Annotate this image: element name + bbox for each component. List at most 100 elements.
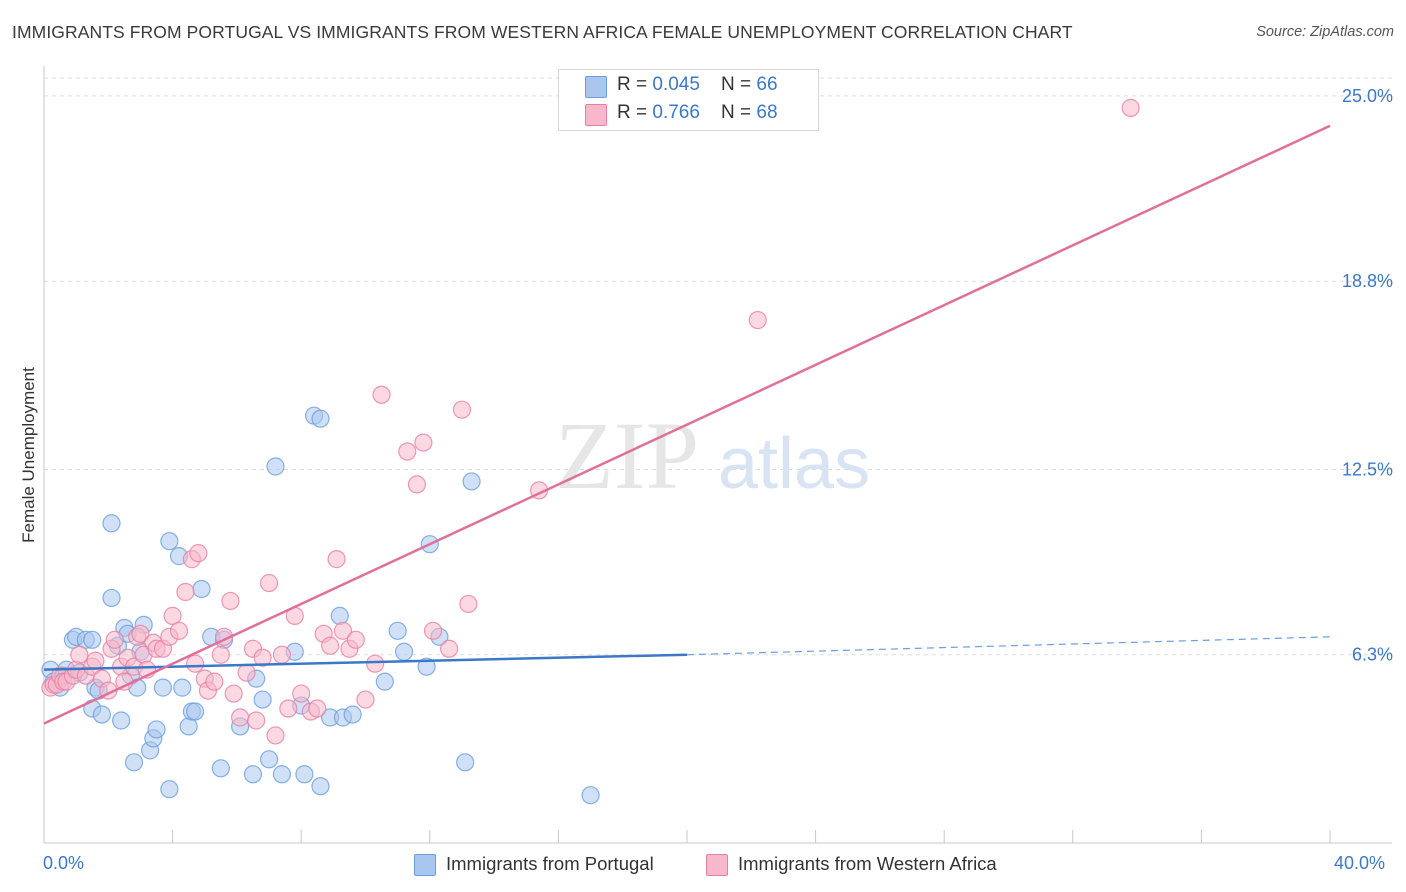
point-western-africa [253,648,272,667]
point-western-africa [259,573,279,593]
point-western-africa [333,621,353,640]
chart-title: IMMIGRANTS FROM PORTUGAL VS IMMIGRANTS F… [12,22,1073,42]
point-portugal [462,472,481,491]
legend-n-value: 68 [756,102,778,123]
y-tick-labels: 6.3% 12.5% 18.8% 25.0% [1342,86,1393,665]
point-portugal [112,711,131,730]
point-portugal [243,765,263,784]
point-western-africa [131,624,150,643]
point-portugal [311,409,330,428]
bottom-legend-label-western-africa: Immigrants from Western Africa [738,853,997,874]
point-western-africa [205,672,224,691]
point-portugal [173,678,192,697]
bottom-legend-swatch-portugal [414,854,436,876]
point-portugal [124,753,144,772]
point-portugal [330,606,349,625]
point-portugal [375,672,394,691]
point-western-africa [1121,98,1140,117]
point-portugal [259,750,279,769]
point-western-africa [224,684,243,703]
y-tick-label: 18.8% [1342,271,1393,291]
gridlines [44,77,1392,656]
point-portugal [311,777,330,796]
source-credit: Source: ZipAtlas.com [1256,24,1394,40]
bottom-legend-label-portugal: Immigrants from Portugal [446,853,654,874]
x-tick-min: 0.0% [43,853,85,873]
point-portugal [272,765,292,784]
point-portugal [343,705,362,724]
point-western-africa [237,663,256,682]
legend-n-label: N = [721,102,757,123]
trend-line-portugal [43,653,688,671]
point-portugal [192,579,211,599]
trend-line-western-africa [43,124,1331,725]
point-western-africa [247,711,266,730]
point-western-africa [452,400,472,419]
y-tick-label: 12.5% [1342,459,1393,479]
point-western-africa [189,544,208,563]
legend-text-portugal: R = 0.045 N = 66 [617,74,778,96]
point-western-africa [439,639,459,658]
point-western-africa [266,726,285,745]
correlation-legend: R = 0.045 N = 66 R = 0.766 N = 68 [558,69,819,131]
point-western-africa [211,645,230,664]
point-western-africa [407,475,427,494]
point-western-africa [356,690,375,709]
legend-r-value: 0.766 [652,102,700,123]
point-western-africa [366,654,385,673]
trend-line-portugal-extension [686,636,1331,656]
point-western-africa [414,433,433,452]
point-western-africa [423,621,443,640]
point-portugal [456,753,475,772]
point-portugal [266,457,285,476]
point-western-africa [372,385,391,404]
point-western-africa [86,651,105,670]
point-western-africa [321,636,340,655]
point-western-africa [748,310,767,330]
point-western-africa [272,645,292,664]
point-portugal [153,678,173,697]
point-portugal [211,759,230,778]
point-portugal [388,621,407,640]
point-portugal [394,642,414,661]
watermark-zip: ZIP [555,402,699,509]
point-portugal [186,702,205,721]
point-western-africa [327,550,346,569]
point-western-africa [292,684,311,703]
legend-swatch-western-africa [585,104,607,126]
legend-text-western-africa: R = 0.766 N = 68 [617,102,778,124]
y-tick-label: 25.0% [1342,86,1393,106]
point-portugal [581,786,600,805]
legend-n-value: 66 [756,74,778,95]
legend-r-label: R = [617,74,653,95]
point-portugal [160,780,179,799]
point-portugal [92,705,111,724]
legend-n-label: N = [721,74,757,95]
trend-lines [43,124,1331,725]
point-portugal [253,690,272,709]
point-western-africa [163,606,182,625]
point-western-africa [279,699,298,718]
point-western-africa [169,621,189,640]
x-tick-max: 40.0% [1334,853,1386,873]
point-western-africa [346,630,365,649]
point-western-africa [186,654,205,673]
legend-swatch-portugal [585,76,607,98]
point-portugal [147,720,166,739]
point-western-africa [231,708,250,727]
y-tick-label: 6.3% [1352,645,1393,665]
point-western-africa [70,645,89,664]
point-western-africa [459,594,478,614]
point-portugal [417,657,436,676]
point-western-africa [176,582,195,602]
series-portugal-points [41,406,600,805]
axes [43,66,1392,844]
watermark: ZIP atlas [555,402,870,509]
point-western-africa [221,591,240,611]
legend-r-value: 0.045 [652,74,700,95]
point-western-africa [398,442,417,461]
point-portugal [102,588,121,608]
point-portugal [160,532,179,551]
point-portugal [83,630,102,649]
